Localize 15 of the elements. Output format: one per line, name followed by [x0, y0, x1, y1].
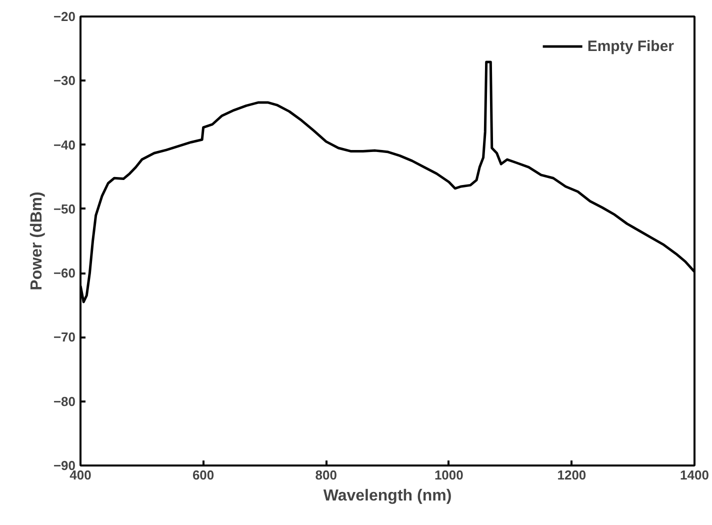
y-tick-label: −30	[53, 73, 76, 88]
x-tick-label: 1400	[680, 468, 709, 482]
legend-label: Empty Fiber	[587, 38, 674, 54]
x-tick-label: 1000	[434, 468, 464, 482]
y-axis-title: Power (dBm)	[28, 192, 46, 290]
y-tick-label: −80	[53, 394, 76, 409]
y-tick-label: −20	[53, 9, 76, 24]
x-tick-label: 800	[315, 468, 337, 482]
x-tick-label: 600	[192, 468, 214, 482]
x-tick-label: 1200	[557, 468, 586, 482]
y-tick-label: −60	[53, 266, 76, 281]
y-tick-label: −50	[53, 201, 76, 216]
y-tick-label: −70	[53, 330, 76, 345]
y-tick-label: −40	[53, 137, 76, 152]
x-axis-title: Wavelength (nm)	[323, 488, 452, 504]
